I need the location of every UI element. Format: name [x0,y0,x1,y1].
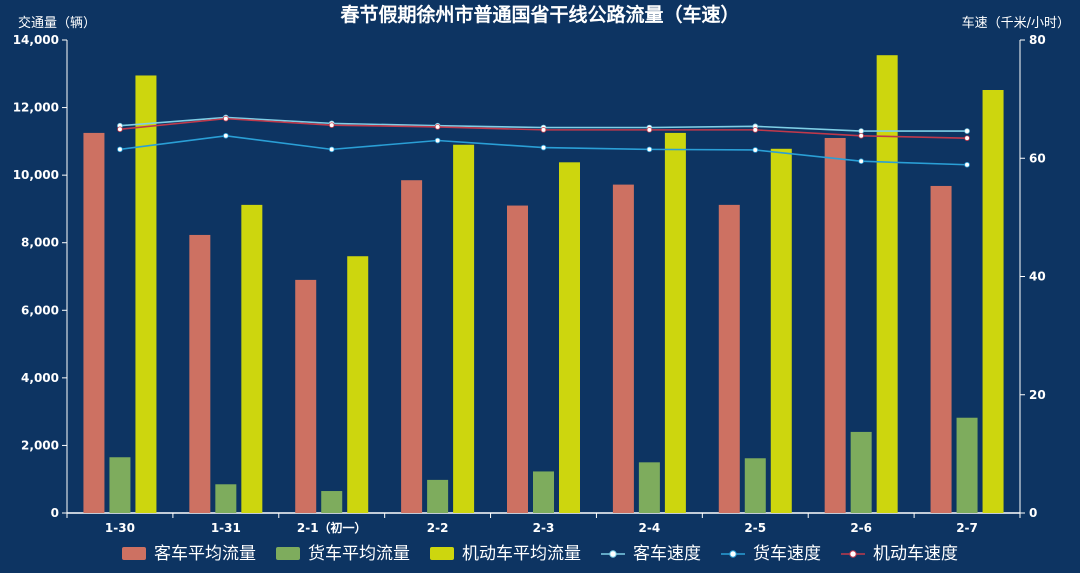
right-axis-title: 车速（千米/小时） [962,15,1070,31]
left-tick-label: 6,000 [21,303,59,317]
series-point [858,132,864,139]
series-point [964,135,970,141]
right-tick-label: 0 [1029,506,1037,520]
bar [824,137,846,513]
x-tick-label: 1-30 [105,521,135,535]
bar [215,484,237,513]
legend-motor-speed-label: 机动车速度 [873,544,958,564]
legend-motor-volume-swatch [430,547,454,560]
series-point [540,127,547,133]
series-point [646,146,653,153]
bar [453,144,475,513]
series-point [434,124,441,130]
left-axis-title: 交通量（辆） [18,15,96,31]
legend: 客车平均流量 货车平均流量 机动车平均流量 客车速度 货车速度 机动车速度 [122,544,958,564]
bar [664,132,686,514]
legend-freight-volume-label: 货车平均流量 [308,544,410,564]
legend-motor-volume-label: 机动车平均流量 [462,544,581,564]
x-tick-label: 2-5 [744,521,766,535]
series-point [223,132,229,139]
series-point [328,146,335,153]
series-point [117,146,123,153]
left-tick-label: 0 [51,506,59,520]
left-tick-label: 2,000 [21,438,59,452]
series-point [646,127,653,133]
series-point [964,161,970,168]
x-tick-label: 2-4 [639,521,661,535]
bar [189,234,211,513]
x-tick-label: 2-6 [850,521,872,535]
bar [295,279,317,513]
bar [956,417,978,513]
bar [718,204,740,514]
x-tick-label: 2-7 [956,521,978,535]
series-point [858,128,864,134]
series-point [858,158,864,165]
series-point [434,137,441,144]
left-tick-label: 12,000 [13,101,59,115]
x-tick-label: 1-31 [211,521,241,535]
bar [744,458,766,513]
bar [507,205,528,514]
legend-freight-speed-marker [729,550,737,558]
series-point [328,122,335,128]
bar [109,457,131,513]
left-tick-label: 4,000 [21,371,59,385]
chart-title: 春节假期徐州市普通国省干线公路流量（车速） [340,3,739,26]
series-point [223,115,229,122]
series-point [964,128,970,134]
series-point [540,144,547,151]
left-tick-label: 8,000 [21,236,59,250]
bar [321,491,343,513]
bar-layer [83,55,1004,514]
left-tick-label: 10,000 [13,168,59,182]
series-point [752,127,759,133]
bar [427,479,449,513]
bar [638,462,660,513]
bar [83,132,105,514]
series-point [117,126,123,133]
legend-passenger-speed-label: 客车速度 [633,544,701,564]
x-tick-label: 2-2 [427,521,449,535]
bar [850,431,872,513]
line-layer [117,114,970,168]
bar [930,185,952,513]
series-point [752,147,759,153]
right-tick-label: 80 [1029,33,1046,47]
bar [876,55,898,513]
bar [559,162,580,513]
bar [770,148,792,514]
left-tick-label: 14,000 [13,33,59,47]
right-tick-label: 60 [1029,151,1046,165]
legend-passenger-volume-label: 客车平均流量 [154,544,256,564]
right-tick-label: 20 [1029,388,1046,402]
bar [982,90,1004,513]
bar [135,75,157,513]
x-tick-label: 2-3 [533,521,555,535]
right-tick-label: 40 [1029,270,1046,284]
legend-passenger-volume-swatch [122,547,146,560]
legend-freight-volume-swatch [276,547,300,560]
x-tick-label: 2-1（初一） [297,520,367,535]
bar [241,204,263,514]
bar [612,184,634,514]
bar [533,471,554,513]
legend-freight-speed-label: 货车速度 [753,544,821,564]
bar [347,256,369,513]
legend-motor-speed-marker [849,550,857,558]
bar [401,180,423,514]
legend-passenger-speed-marker [609,550,617,558]
